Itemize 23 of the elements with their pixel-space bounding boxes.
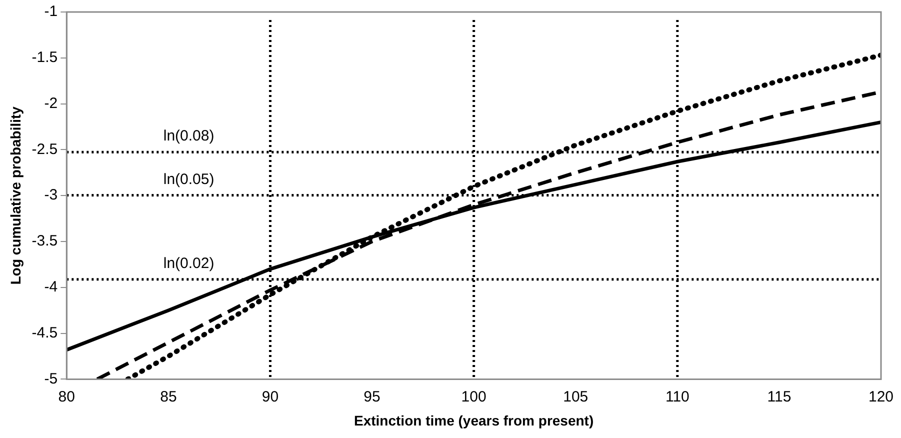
ref-line-label: ln(0.05) [163,170,214,188]
y-tick-label: -5 [44,370,58,388]
x-tick-label: 100 [461,388,486,406]
y-tick-label: -4.5 [32,324,58,342]
ref-line-label: ln(0.08) [163,128,214,145]
x-tick-label: 90 [262,388,279,406]
y-tick-label: -1.5 [32,49,58,66]
ref-line-label: ln(0.02) [163,254,214,272]
x-axis-title: Extinction time (years from present) [354,412,594,428]
x-tick-label: 120 [868,388,894,406]
x-tick-label: 95 [364,388,380,406]
x-tick-label: 85 [160,388,177,406]
y-tick-label: -1 [44,3,58,20]
y-tick-label: -3.5 [32,232,58,250]
y-tick-label: -2 [44,94,58,112]
y-axis-title: Log cumulative probability [7,106,24,285]
y-tick-label: -2.5 [32,140,58,158]
y-tick-label: -3 [44,186,58,204]
y-tick-label: -4 [44,278,58,296]
x-tick-label: 105 [563,388,588,406]
x-tick-label: 115 [767,388,792,406]
x-tick-label: 80 [58,388,75,406]
x-tick-label: 110 [665,388,690,406]
